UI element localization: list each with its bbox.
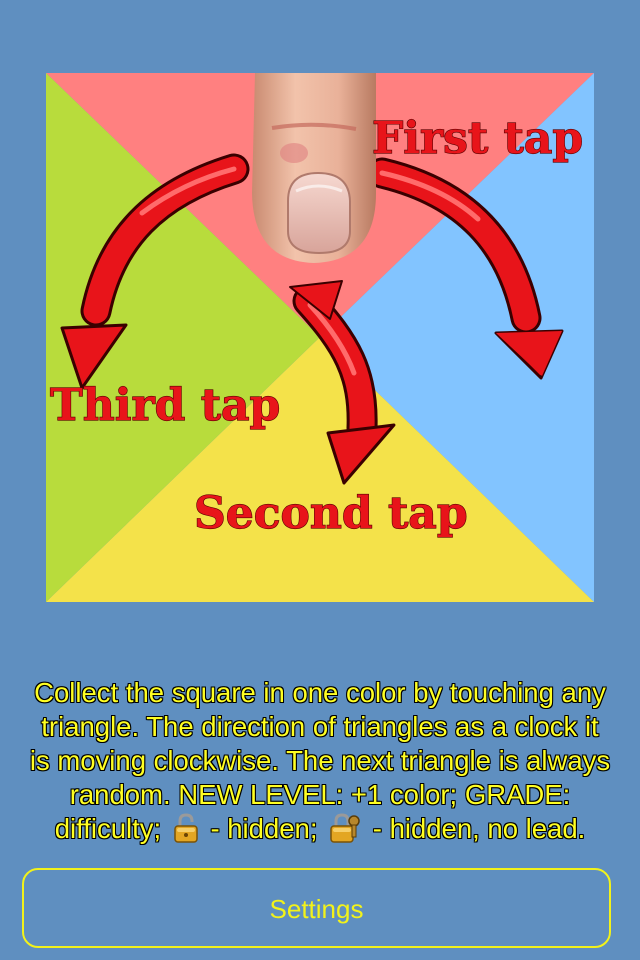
arrow-left-icon [60,153,250,390]
arrow-right-icon [366,157,564,380]
instructions-hidden: - hidden; [210,813,318,844]
settings-button[interactable]: Settings [22,868,611,948]
tutorial-illustration: First tap Third tap Second tap [46,73,594,602]
instructions-line: difficulty; - hidden; - hidden, no lead. [0,812,640,851]
instructions-line: triangle. The direction of triangles as … [41,711,599,742]
instructions-difficulty: difficulty; [54,813,162,844]
caption-second-tap: Second tap [194,488,468,539]
padlock-with-key-icon [329,813,361,851]
finger-icon [252,73,376,263]
instructions-text: Collect the square in one color by touch… [0,676,640,851]
settings-button-label: Settings [269,894,364,924]
instructions-hidden-no-lead: - hidden, no lead. [372,813,586,844]
triangle-left [46,73,320,602]
instructions-line: is moving clockwise. The next triangle i… [29,745,611,776]
caption-third-tap: Third tap [50,380,280,431]
instructions-line: Collect the square in one color by touch… [34,677,606,708]
caption-first-tap: First tap [372,113,583,164]
instructions-line: random. NEW LEVEL: +1 color; GRADE: [69,779,571,810]
triangle-bottom [46,337,594,602]
arrow-down-icon [289,280,396,485]
unlocked-padlock-icon [173,813,199,851]
triangle-right [320,73,594,602]
